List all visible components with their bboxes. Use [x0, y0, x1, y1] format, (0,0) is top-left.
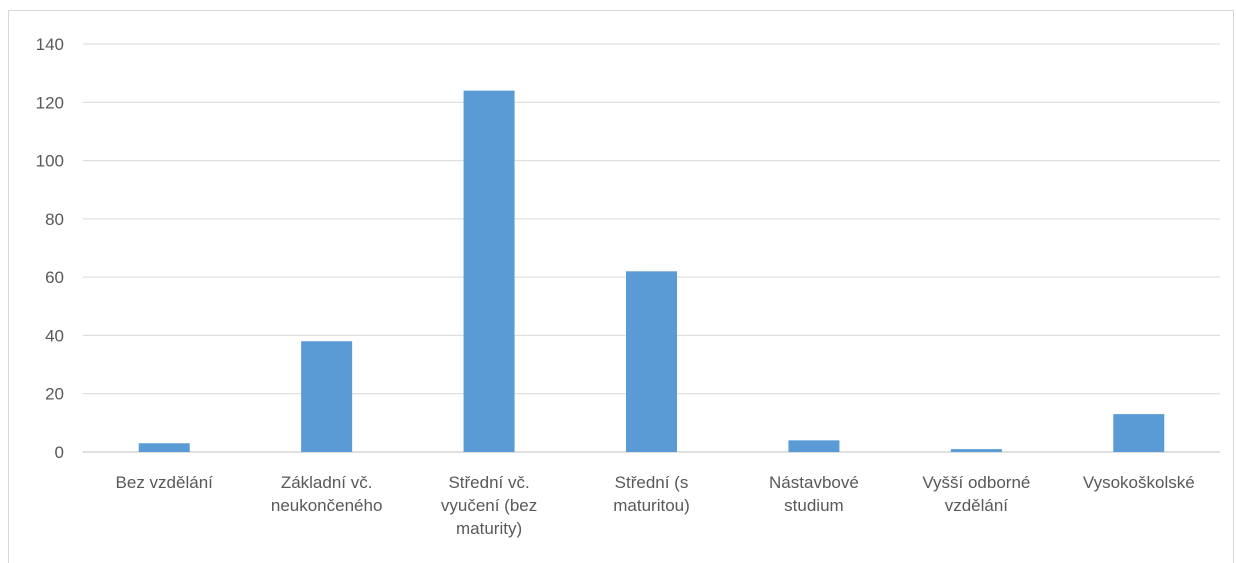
bar-5	[950, 449, 1002, 452]
x-category-label: Bez vzdělání	[116, 473, 214, 492]
x-category-label: Střední (s	[615, 473, 689, 492]
x-category-label: maturity)	[456, 519, 522, 538]
y-tick-label: 20	[45, 385, 64, 404]
y-tick-label: 120	[36, 93, 64, 112]
y-tick-label: 100	[36, 152, 64, 171]
x-category-label: vyučení (bez	[441, 496, 537, 515]
y-tick-label: 40	[45, 326, 64, 345]
y-tick-label: 60	[45, 268, 64, 287]
bar-1	[301, 341, 353, 452]
bar-4	[788, 440, 840, 452]
x-category-label: vzdělání	[945, 496, 1009, 515]
x-category-label: studium	[784, 496, 844, 515]
x-category-label: neukončeného	[271, 496, 383, 515]
x-category-label: Střední vč.	[448, 473, 529, 492]
bar-0	[138, 443, 190, 452]
x-category-label: Základní vč.	[281, 473, 373, 492]
y-tick-label: 140	[36, 35, 64, 54]
x-category-label: Nástavbové	[769, 473, 859, 492]
y-tick-label: 80	[45, 210, 64, 229]
bar-2	[463, 90, 515, 452]
y-tick-label: 0	[55, 443, 64, 462]
x-category-label: Vyšší odborné	[922, 473, 1030, 492]
bar-6	[1113, 414, 1165, 452]
x-category-label: maturitou)	[613, 496, 690, 515]
x-category-label: Vysokoškolské	[1083, 473, 1195, 492]
bar-3	[626, 271, 677, 452]
